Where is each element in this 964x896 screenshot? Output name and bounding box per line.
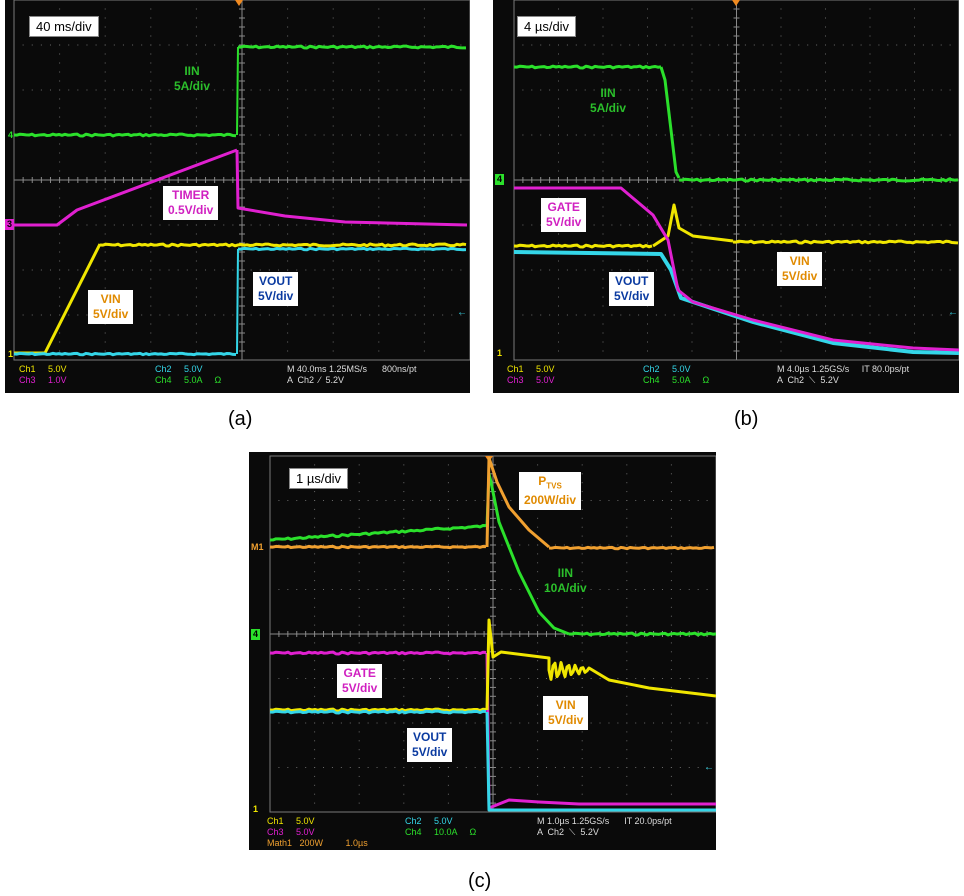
label-c-ptvs: PTVS 200W/div — [519, 472, 582, 511]
scope-c-plot: ← — [269, 455, 716, 813]
caption-c: (c) — [468, 870, 492, 892]
right-arrow-b: ← — [948, 307, 958, 318]
trace-b-vin-flat — [513, 243, 653, 249]
trace-b-iin-fall — [659, 66, 681, 179]
trace-a-iin-step — [236, 46, 239, 136]
footer-c-r1: M 1.0µs 1.25GS/s IT 20.0ps/pt — [537, 816, 672, 826]
label-b-vin: VIN 5V/div — [777, 252, 823, 286]
label-c-iin: IIN 10A/div — [544, 566, 587, 595]
footer-a-r2: A Ch2 ⁄ 5.2V — [287, 375, 345, 385]
trace-a-timer-decay — [235, 149, 468, 227]
footer-b-r1: M 4.0µs 1.25GS/s IT 80.0ps/pt — [777, 364, 910, 374]
trace-a-iin-high — [237, 44, 467, 50]
footer-b-l2: Ch3 5.0V — [507, 375, 555, 385]
trace-c-gate-high — [269, 650, 487, 656]
footer-c-l2: Ch3 5.0V — [267, 827, 315, 837]
trace-b-gate — [514, 186, 959, 352]
label-a-timer: TIMER 0.5V/div — [163, 186, 219, 220]
marker-c-ch4: 4 — [251, 629, 261, 640]
trace-a-vin-flat — [99, 242, 467, 248]
label-a-vout: VOUT 5V/div — [253, 272, 299, 306]
trace-c-vin-flat — [269, 707, 487, 713]
label-c-gate: GATE 5V/div — [337, 664, 383, 698]
marker-c-m1: M1 — [251, 542, 264, 552]
footer-a-r1: M 40.0ms 1.25MS/s 800ns/pt — [287, 364, 417, 374]
trace-b-vin-settle — [732, 239, 959, 245]
scope-b-frame — [513, 0, 959, 361]
footer-c-m2: Ch4 10.0A Ω — [405, 827, 477, 837]
marker-a-ch1: 1 — [8, 349, 14, 359]
footer-a-l2: Ch3 1.0V — [19, 375, 67, 385]
trace-a-vout-high — [237, 246, 467, 252]
trace-b-iin-low — [678, 177, 959, 183]
trace-a-timer-ramp — [14, 148, 238, 227]
scope-b-plot: ← — [513, 0, 959, 361]
footer-c-l1: Ch1 5.0V — [267, 816, 315, 826]
footer-b-m1: Ch2 5.0V — [643, 364, 691, 374]
scope-a-frame — [13, 0, 470, 361]
label-a-iin: IIN 5A/div — [174, 64, 211, 93]
footer-c-m1: Ch2 5.0V — [405, 816, 453, 826]
timebase-b: 4 µs/div — [517, 16, 577, 37]
trace-c-ptvs-tail — [548, 545, 715, 551]
label-a-vin: VIN 5V/div — [88, 290, 134, 324]
trace-c-iin-rise — [269, 524, 487, 542]
footer-a-m1: Ch2 5.0V — [155, 364, 203, 374]
right-arrow-a: ← — [457, 307, 467, 318]
footer-c-l3: Math1 200W 1.0µs — [267, 838, 368, 848]
footer-a-m2: Ch4 5.0A Ω — [155, 375, 222, 385]
label-b-vout: VOUT 5V/div — [609, 272, 655, 306]
footer-c-r2: A Ch2 ⟍ 5.2V — [537, 827, 599, 837]
timebase-c: 1 µs/div — [289, 468, 349, 489]
trace-c-ptvs-base — [269, 544, 487, 550]
trace-c-vout-high — [269, 709, 487, 715]
caption-a: (a) — [228, 408, 253, 430]
marker-b-ch4: 4 — [495, 174, 505, 185]
footer-b-m2: Ch4 5.0A Ω — [643, 375, 710, 385]
trace-c-vout-low — [485, 711, 716, 812]
right-arrow-c: ← — [704, 762, 714, 773]
footer-a-l1: Ch1 5.0V — [19, 364, 67, 374]
label-b-iin: IIN 5A/div — [590, 86, 627, 115]
trace-a-vout-step — [236, 248, 239, 355]
label-c-vout: VOUT 5V/div — [407, 728, 453, 762]
trace-a-iin-low — [13, 132, 237, 138]
caption-b: (b) — [734, 408, 759, 430]
marker-c-ch1: 1 — [253, 804, 259, 814]
marker-a-ch4: 4 — [8, 130, 14, 140]
label-c-vin: VIN 5V/div — [543, 696, 589, 730]
trigger-marker-a — [235, 0, 243, 6]
timebase-a: 40 ms/div — [29, 16, 99, 37]
trace-c-vin-ring — [485, 618, 716, 711]
scope-panel-a: ← 40 ms/div IIN 5A/div TIMER 0.5V/div VIN 5… — [5, 0, 470, 393]
footer-b-l1: Ch1 5.0V — [507, 364, 555, 374]
scope-a-plot: ← — [13, 0, 470, 361]
trace-c-ptvs-pulse — [485, 456, 550, 549]
marker-a-ch3: 3 — [5, 219, 15, 230]
trace-a-vout-low — [13, 351, 237, 357]
footer-b-r2: A Ch2 ⟍ 5.2V — [777, 375, 839, 385]
scope-panel-c: ← 1 µs/div PTVS 200W/div IIN 10A/div GATE… — [249, 452, 716, 850]
trace-b-iin-high — [513, 64, 662, 70]
label-b-gate: GATE 5V/div — [541, 198, 587, 232]
trace-c-iin-low — [568, 631, 716, 637]
trigger-marker-b — [732, 0, 740, 6]
scope-panel-b: ← 4 µs/div IIN 5A/div GATE 5V/div VIN 5V/di… — [493, 0, 959, 393]
marker-b-ch1: 1 — [497, 348, 503, 358]
